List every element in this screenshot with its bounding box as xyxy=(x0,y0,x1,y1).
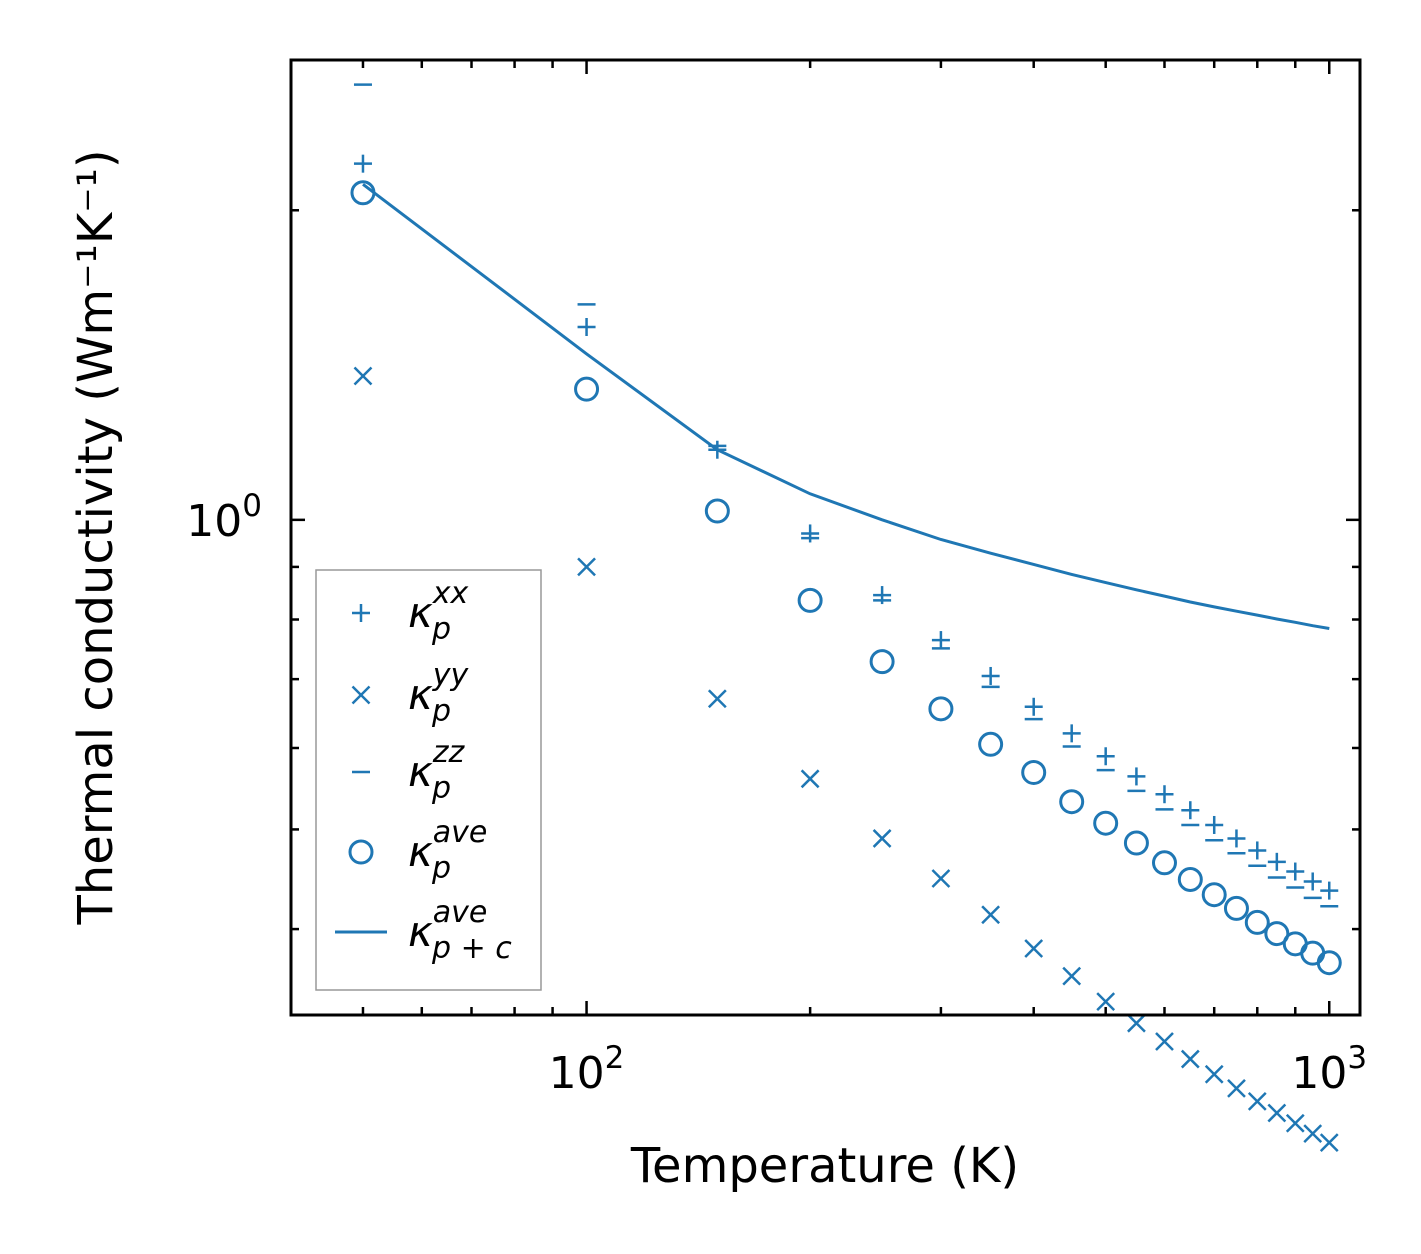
point-kxx-400 xyxy=(1024,697,1043,716)
legend-label-kxx: κxx p xyxy=(408,576,469,647)
point-kxx-1000 xyxy=(1320,881,1339,900)
point-kyy-250 xyxy=(872,829,892,848)
point-kave-250 xyxy=(869,649,895,675)
point-kave-500 xyxy=(1093,810,1119,836)
legend-label-kpc: κave p + c xyxy=(408,895,512,966)
point-kxx-100 xyxy=(577,318,596,337)
point-kyy-1000 xyxy=(1319,1133,1339,1152)
point-kyy-800 xyxy=(1247,1091,1267,1111)
point-kxx-150 xyxy=(708,440,727,459)
legend-marker-kave xyxy=(348,839,374,865)
point-kxx-500 xyxy=(1096,747,1115,766)
point-kave-50 xyxy=(350,180,376,206)
point-kxx-650 xyxy=(1181,801,1200,820)
point-kyy-300 xyxy=(931,869,951,888)
point-kave-350 xyxy=(978,731,1004,757)
point-kxx-700 xyxy=(1205,815,1224,834)
legend-marker-kyy xyxy=(351,685,371,705)
y-axis-label: Thermal conductivity (Wm⁻¹K⁻¹) xyxy=(68,149,124,925)
point-kyy-600 xyxy=(1155,1032,1174,1051)
x-tick-label: 102 xyxy=(549,1040,625,1099)
point-kyy-350 xyxy=(981,905,1001,925)
point-kxx-300 xyxy=(931,631,950,650)
point-kave-1000 xyxy=(1316,950,1342,976)
x-axis-label: Temperature (K) xyxy=(630,1138,1019,1194)
point-kyy-950 xyxy=(1303,1124,1323,1144)
point-kave-550 xyxy=(1123,830,1149,856)
tick-labels: 102 103 100 xyxy=(186,488,1367,1099)
point-kxx-750 xyxy=(1227,829,1246,848)
point-kyy-150 xyxy=(707,689,727,709)
x-tick-label: 103 xyxy=(1291,1040,1367,1099)
point-kave-200 xyxy=(797,587,823,613)
point-kxx-900 xyxy=(1286,862,1305,881)
point-kyy-550 xyxy=(1127,1013,1146,1033)
point-kxx-350 xyxy=(981,666,1000,685)
point-kave-750 xyxy=(1223,895,1249,921)
point-kxx-950 xyxy=(1303,872,1322,891)
point-kave-100 xyxy=(574,376,600,402)
plot-frame xyxy=(289,58,1362,1017)
y-tick-label: 100 xyxy=(186,488,262,547)
point-kyy-100 xyxy=(577,557,596,577)
point-kyy-450 xyxy=(1062,966,1082,986)
legend-label-kave: κave p xyxy=(408,815,487,886)
point-kyy-900 xyxy=(1285,1113,1305,1133)
point-kyy-750 xyxy=(1227,1078,1246,1098)
point-kxx-200 xyxy=(801,524,820,543)
series-kpc-line xyxy=(362,183,1330,630)
point-kave-150 xyxy=(704,498,730,524)
legend-label-kyy: κyy p xyxy=(408,658,470,729)
point-kxx-50 xyxy=(353,154,372,173)
series-kpc-layer xyxy=(362,183,1330,630)
legend-box xyxy=(315,569,542,991)
point-kave-600 xyxy=(1151,850,1177,876)
point-kyy-850 xyxy=(1267,1103,1287,1123)
point-kave-850 xyxy=(1264,921,1290,947)
point-kave-650 xyxy=(1177,866,1203,892)
legend: κxx p κyy p κzz p κave p κave p + c xyxy=(315,569,542,991)
point-kxx-450 xyxy=(1062,724,1081,743)
point-kyy-200 xyxy=(800,769,820,789)
point-kyy-500 xyxy=(1096,992,1116,1012)
legend-label-kzz: κzz p xyxy=(408,735,466,806)
point-kave-950 xyxy=(1300,940,1326,966)
legend-marker-kxx xyxy=(352,604,370,622)
point-kxx-850 xyxy=(1267,852,1286,871)
point-kxx-550 xyxy=(1127,767,1146,786)
point-kave-700 xyxy=(1201,882,1227,908)
point-kyy-700 xyxy=(1204,1064,1224,1084)
point-kave-300 xyxy=(928,696,954,722)
point-kyy-650 xyxy=(1180,1049,1200,1069)
point-kxx-600 xyxy=(1155,785,1174,804)
point-kave-450 xyxy=(1059,789,1085,815)
point-kyy-400 xyxy=(1024,939,1044,958)
point-kxx-800 xyxy=(1248,841,1267,860)
point-kave-800 xyxy=(1244,909,1270,935)
marker-layer xyxy=(350,83,1342,1152)
point-kyy-50 xyxy=(353,366,373,386)
point-kave-400 xyxy=(1021,759,1047,785)
